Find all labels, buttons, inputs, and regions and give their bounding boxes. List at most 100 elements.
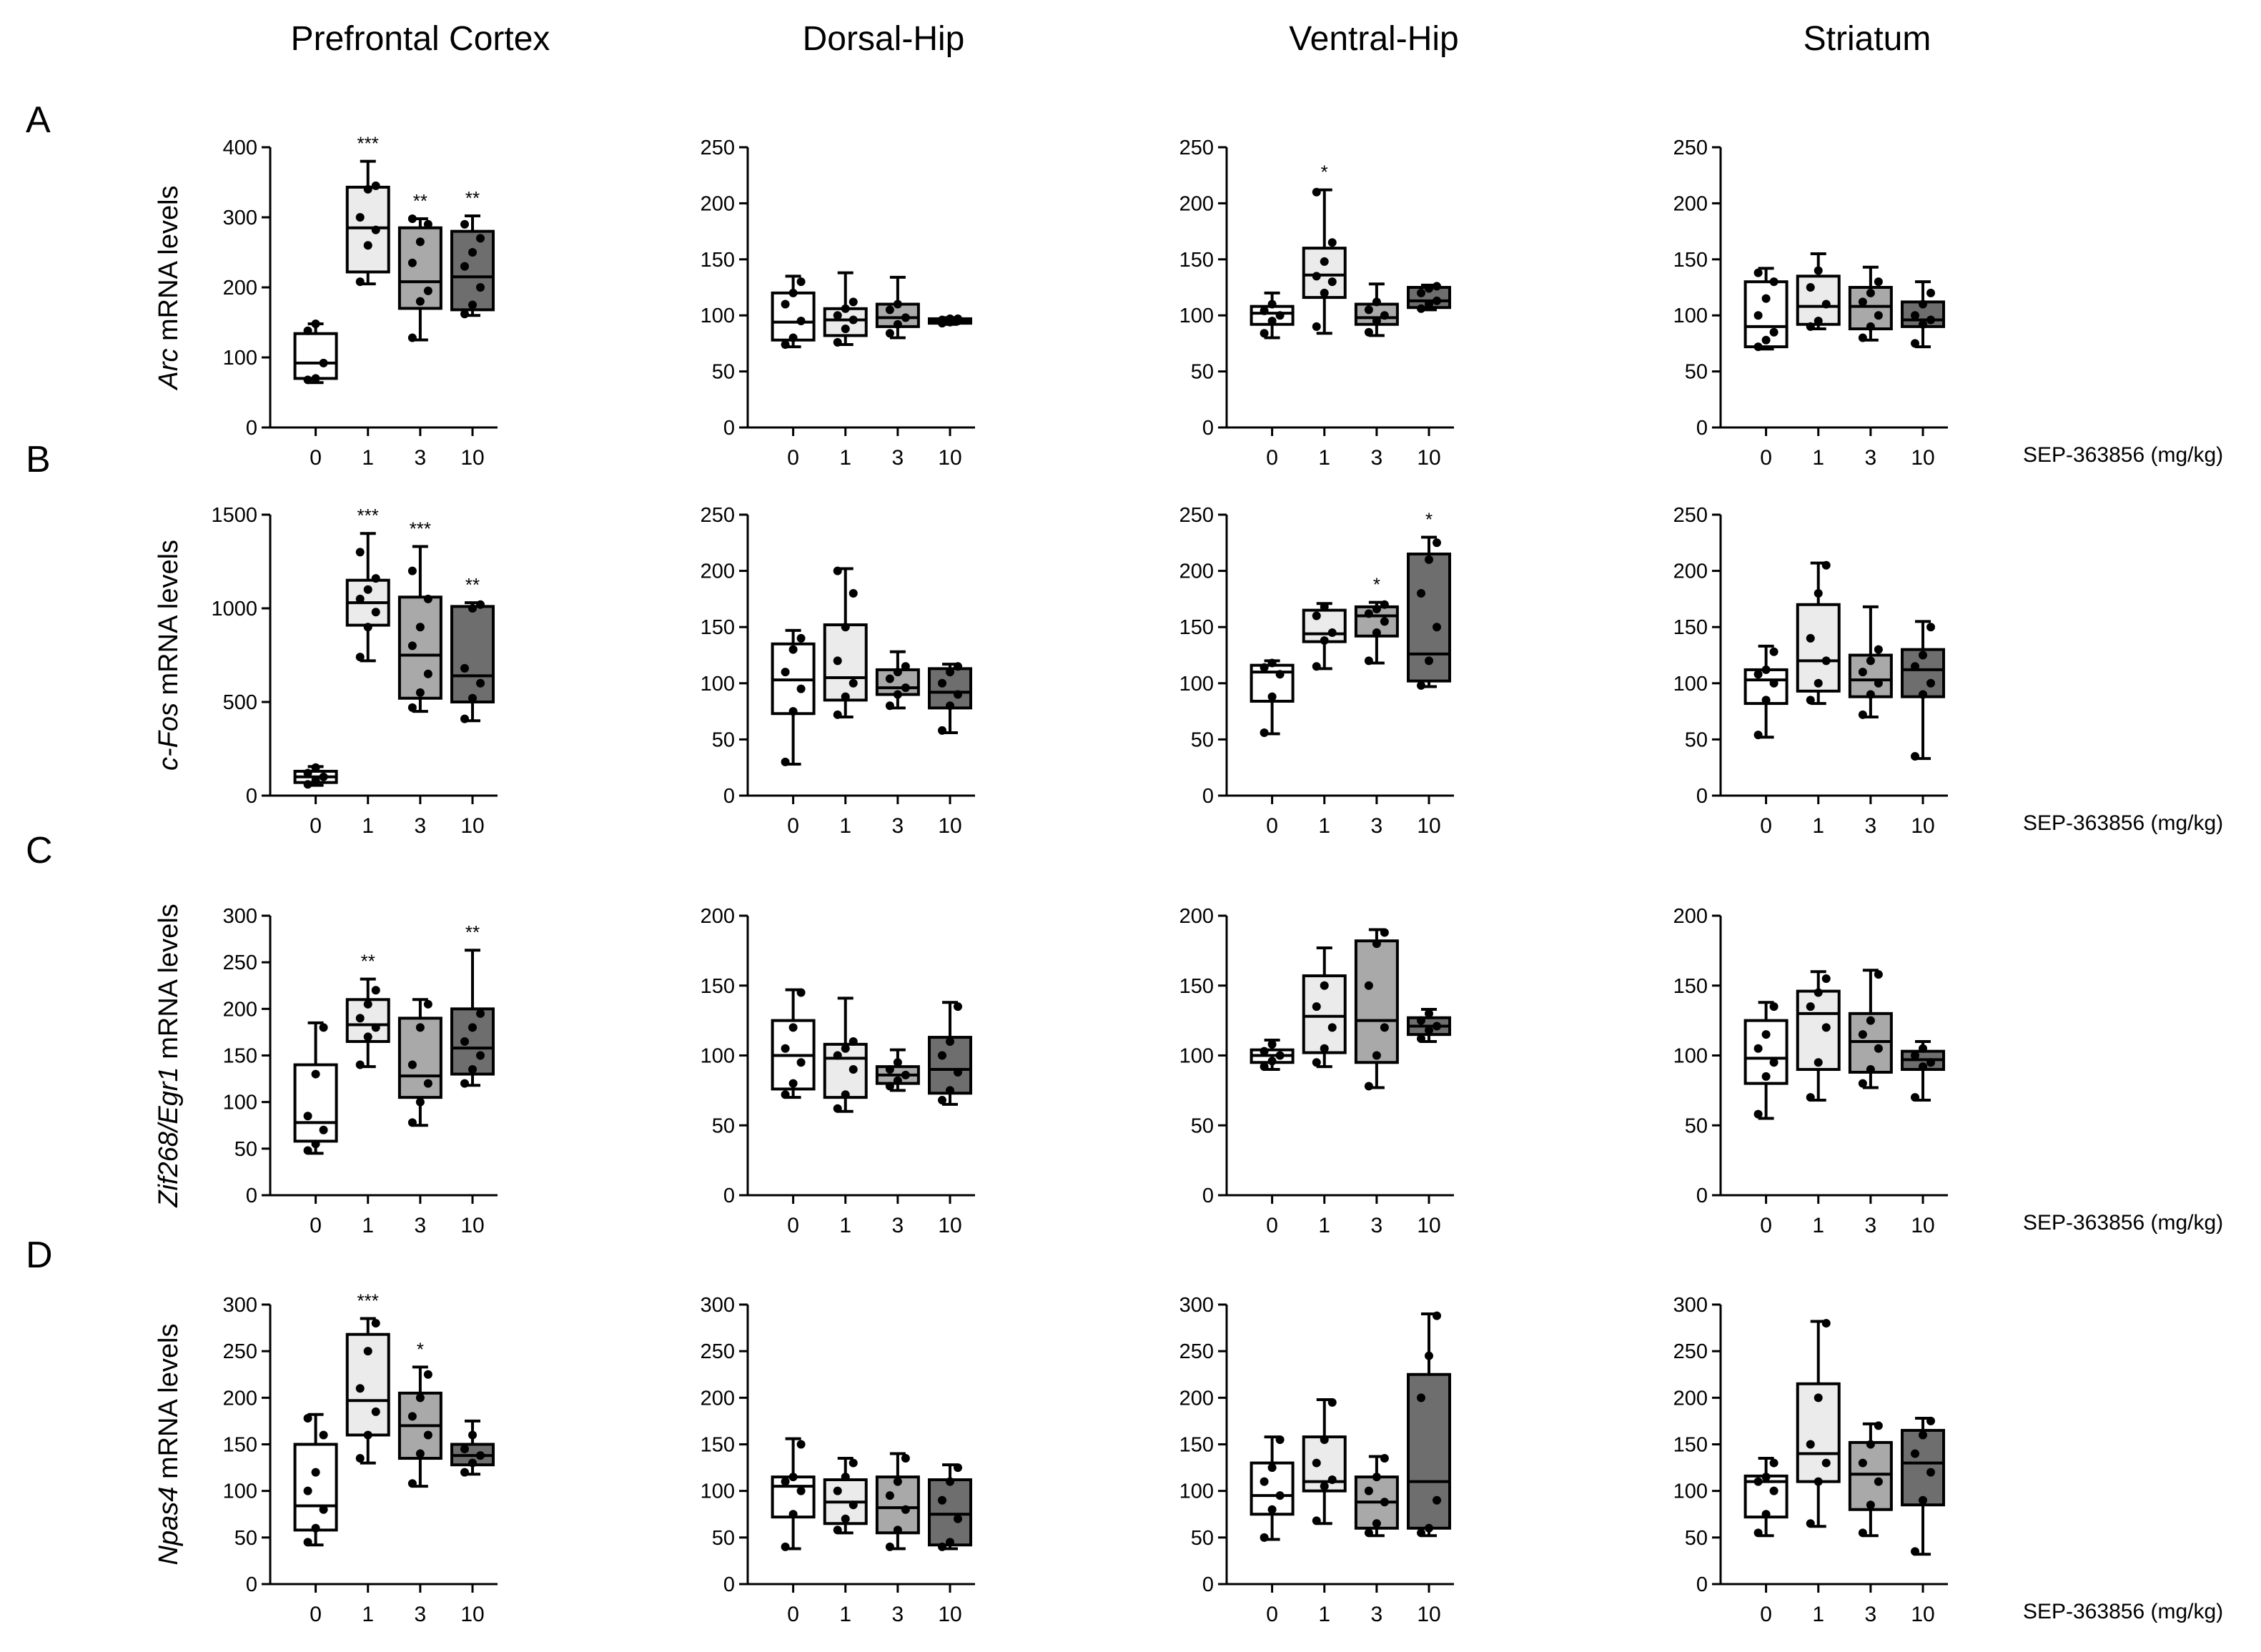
data-point [1926,1058,1936,1067]
data-point [319,358,328,367]
data-point [833,1051,842,1060]
data-point [788,1023,798,1032]
y-tick-label: 300 [223,1294,257,1317]
data-point [1417,288,1426,297]
x-tick-label: 0 [310,446,322,470]
panel-ventral-hip-c-fos: 0 50 100 150 200 250 0 1 3 10 * * [1179,504,1454,838]
y-tick-label: 500 [223,691,257,714]
box-dose-10 [1407,1007,1452,1044]
data-point [1753,268,1763,277]
box-dose-1: *** [345,1290,390,1465]
box-dose-1 [1302,1398,1347,1525]
data-point [468,604,478,613]
data-point [460,1037,470,1046]
panel-ventral-hip-npas4: 0 50 100 150 200 250 300 0 1 3 10 [1179,1294,1454,1626]
data-point [311,1139,320,1149]
x-tick-label: 1 [839,814,851,838]
data-point [781,1044,790,1053]
data-point [849,1500,858,1510]
data-point [1866,1440,1875,1449]
iqr-box [1901,1428,1946,1507]
data-point [1364,1486,1373,1495]
data-point [788,1079,798,1088]
data-point [1320,1044,1329,1053]
iqr-box [1302,247,1347,300]
significance-marker: * [1373,574,1380,595]
data-point [1769,1486,1778,1495]
data-point [788,1510,798,1519]
data-point [1364,305,1373,315]
iqr-box [450,229,495,312]
iqr-box [345,185,390,274]
data-point [476,283,485,292]
data-point [407,333,417,342]
data-point [1372,1051,1381,1060]
data-point [460,1445,470,1454]
data-point [1821,560,1831,570]
box-dose-10: ** [450,187,495,319]
box-dose-0 [771,988,816,1099]
data-point [1372,605,1381,614]
y-axis-suffix: mRNA levels [154,540,184,703]
y-tick-label: 0 [1202,1184,1214,1207]
box-dose-3 [1354,928,1399,1091]
data-point [1821,1458,1831,1468]
data-point [1806,1093,1815,1102]
data-point [885,1491,894,1500]
box-dose-10 [928,662,973,735]
data-point [849,1037,858,1046]
y-tick-label: 200 [1673,905,1708,928]
box-dose-3 [1848,605,1893,719]
data-point [407,258,417,267]
data-point [1858,1528,1867,1538]
x-tick-label: 1 [839,1603,851,1626]
data-point [1320,636,1329,646]
data-point [1926,288,1936,297]
data-point [460,714,470,723]
data-point [1806,1440,1815,1449]
x-tick-label: 10 [1911,1603,1934,1626]
data-point [1425,1351,1434,1360]
data-point [788,1473,798,1482]
data-point [1267,1057,1277,1066]
data-point [1327,1023,1337,1032]
data-point [1380,1498,1389,1507]
y-tick-label: 200 [701,560,735,583]
x-tick-label: 0 [310,814,322,838]
data-point [1806,1519,1815,1528]
data-point [1312,187,1321,197]
data-point [1874,1421,1883,1430]
x-tick-label: 10 [460,446,484,470]
data-point [1911,311,1920,320]
y-tick-label: 0 [1696,417,1708,440]
data-point [1320,602,1329,611]
data-point [468,1023,478,1032]
x-tick-label: 1 [839,446,851,470]
data-point [1874,311,1883,320]
data-point [415,237,425,247]
data-point [1769,1002,1778,1012]
data-point [1858,668,1867,677]
data-point [901,1454,910,1463]
data-point [885,1082,894,1091]
data-point [833,337,842,347]
box-dose-3 [875,275,920,340]
data-point [796,1058,806,1067]
data-point [371,608,380,617]
data-point [1320,257,1329,266]
data-point [1260,1533,1269,1542]
data-point [1874,1477,1883,1486]
box-dose-3: * [1354,574,1399,666]
data-point [1372,628,1381,638]
box-dose-0 [771,628,816,766]
data-point [1260,1062,1269,1072]
data-point [1433,538,1442,548]
x-tick-label: 10 [1417,1214,1440,1237]
significance-marker: *** [410,518,431,540]
row-letter-d: D [26,1235,53,1276]
y-tick-label: 50 [1191,728,1214,751]
data-point [1911,339,1920,348]
x-tick-label: 3 [892,1214,904,1237]
y-tick-label: 250 [1673,137,1708,159]
